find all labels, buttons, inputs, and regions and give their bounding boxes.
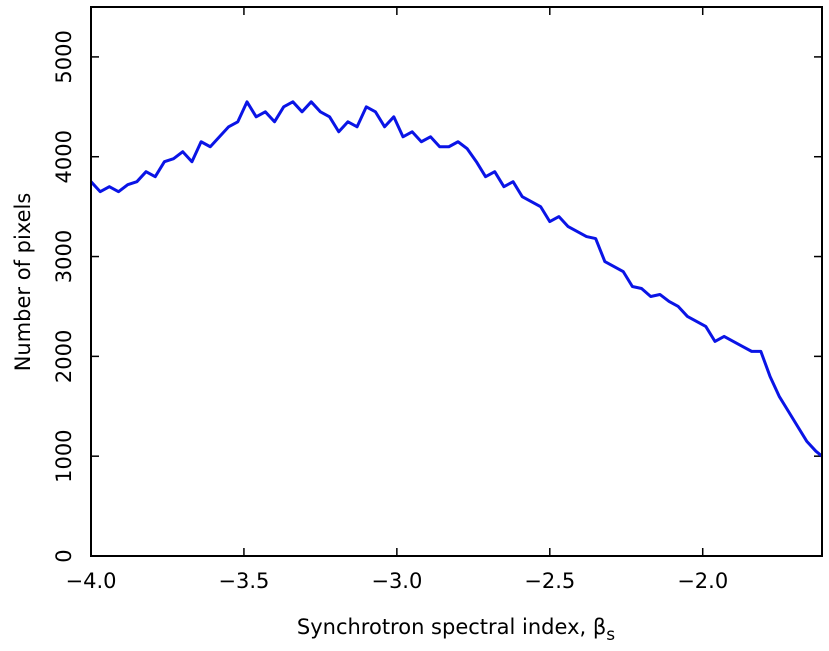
x-tick-label: −3.0 — [371, 569, 422, 593]
data-line — [89, 100, 823, 458]
x-axis-label-main: Synchrotron spectral index, β — [297, 615, 606, 639]
y-tick-label: 2000 — [52, 330, 76, 383]
y-tick-label: 3000 — [52, 230, 76, 283]
x-axis-label: Synchrotron spectral index, βs — [297, 615, 615, 645]
y-axis-label: Number of pixels — [11, 193, 35, 372]
x-tick-label: −4.0 — [66, 569, 117, 593]
y-tick-label: 1000 — [52, 429, 76, 482]
plot-frame — [90, 6, 823, 557]
x-axis-label-subscript: s — [606, 625, 615, 645]
y-tick-label: 5000 — [52, 30, 76, 83]
x-tick-label: −2.5 — [524, 569, 575, 593]
x-tick-label: −3.5 — [218, 569, 269, 593]
y-tick-label: 0 — [52, 549, 76, 562]
y-tick-label: 4000 — [52, 130, 76, 183]
x-tick-label: −2.0 — [677, 569, 728, 593]
